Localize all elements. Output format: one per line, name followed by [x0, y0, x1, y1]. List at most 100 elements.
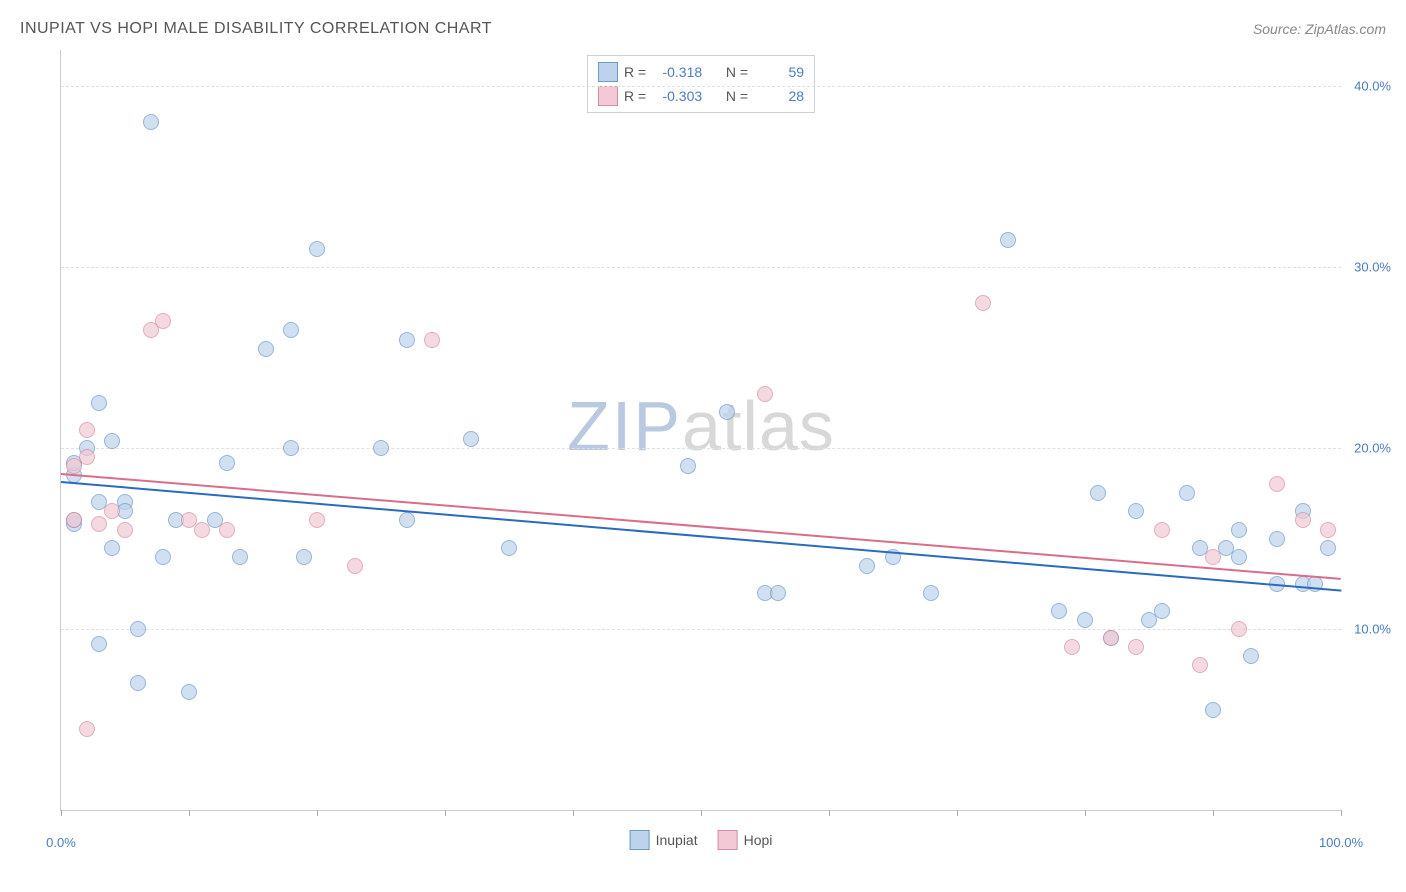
scatter-point — [859, 558, 875, 574]
plot-area: ZIPatlas R =-0.318 N =59R =-0.303 N =28 … — [60, 50, 1341, 811]
scatter-point — [91, 395, 107, 411]
scatter-point — [79, 449, 95, 465]
legend-swatch — [598, 86, 618, 106]
scatter-point — [680, 458, 696, 474]
scatter-point — [1051, 603, 1067, 619]
scatter-point — [181, 684, 197, 700]
scatter-point — [424, 332, 440, 348]
scatter-point — [1154, 603, 1170, 619]
y-tick-label: 20.0% — [1346, 441, 1391, 456]
scatter-point — [155, 549, 171, 565]
scatter-point — [463, 431, 479, 447]
trend-line — [61, 473, 1341, 580]
scatter-point — [1179, 485, 1195, 501]
scatter-point — [155, 313, 171, 329]
x-tick-label: 0.0% — [46, 835, 76, 850]
scatter-point — [309, 241, 325, 257]
legend-series-label: Inupiat — [656, 832, 698, 848]
x-tick-label: 100.0% — [1319, 835, 1363, 850]
scatter-point — [1320, 540, 1336, 556]
scatter-point — [296, 549, 312, 565]
x-tick — [1213, 810, 1214, 816]
scatter-point — [501, 540, 517, 556]
y-tick-label: 10.0% — [1346, 622, 1391, 637]
scatter-point — [309, 512, 325, 528]
scatter-point — [219, 455, 235, 471]
scatter-point — [117, 522, 133, 538]
x-tick — [61, 810, 62, 816]
y-tick-label: 40.0% — [1346, 79, 1391, 94]
scatter-point — [1154, 522, 1170, 538]
legend-R-label: R = — [624, 88, 646, 104]
scatter-point — [1231, 549, 1247, 565]
scatter-point — [1090, 485, 1106, 501]
scatter-point — [104, 540, 120, 556]
x-tick — [829, 810, 830, 816]
legend-series-item: Inupiat — [630, 830, 698, 850]
legend-series-label: Hopi — [744, 832, 773, 848]
scatter-point — [719, 404, 735, 420]
gridline — [61, 267, 1341, 268]
legend-stats-row: R =-0.303 N =28 — [598, 84, 804, 108]
scatter-point — [79, 721, 95, 737]
x-tick — [957, 810, 958, 816]
x-tick — [1085, 810, 1086, 816]
scatter-point — [923, 585, 939, 601]
legend-swatch — [598, 62, 618, 82]
scatter-point — [1243, 648, 1259, 664]
watermark-zip: ZIP — [567, 387, 682, 465]
scatter-point — [399, 512, 415, 528]
scatter-point — [1320, 522, 1336, 538]
scatter-point — [373, 440, 389, 456]
scatter-point — [66, 512, 82, 528]
legend-N-value: 59 — [754, 64, 804, 80]
scatter-point — [91, 636, 107, 652]
scatter-point — [130, 675, 146, 691]
scatter-point — [79, 422, 95, 438]
scatter-point — [1077, 612, 1093, 628]
scatter-point — [283, 322, 299, 338]
source-attribution: Source: ZipAtlas.com — [1253, 21, 1386, 37]
y-tick-label: 30.0% — [1346, 260, 1391, 275]
legend-N-label: N = — [726, 88, 748, 104]
x-tick — [317, 810, 318, 816]
legend-stats-box: R =-0.318 N =59R =-0.303 N =28 — [587, 55, 815, 113]
scatter-point — [130, 621, 146, 637]
scatter-point — [1269, 476, 1285, 492]
scatter-point — [399, 332, 415, 348]
scatter-point — [1103, 630, 1119, 646]
scatter-point — [194, 522, 210, 538]
x-tick — [189, 810, 190, 816]
chart-container: Male Disability ZIPatlas R =-0.318 N =59… — [60, 50, 1380, 830]
scatter-point — [1231, 522, 1247, 538]
trend-line — [61, 481, 1341, 592]
watermark: ZIPatlas — [567, 386, 835, 466]
x-tick — [701, 810, 702, 816]
legend-N-label: N = — [726, 64, 748, 80]
legend-N-value: 28 — [754, 88, 804, 104]
scatter-point — [1269, 531, 1285, 547]
chart-title: INUPIAT VS HOPI MALE DISABILITY CORRELAT… — [20, 20, 492, 38]
scatter-point — [757, 386, 773, 402]
legend-R-value: -0.318 — [652, 64, 702, 80]
gridline — [61, 448, 1341, 449]
scatter-point — [104, 433, 120, 449]
scatter-point — [219, 522, 235, 538]
scatter-point — [143, 114, 159, 130]
scatter-point — [1192, 657, 1208, 673]
gridline — [61, 86, 1341, 87]
legend-swatch — [718, 830, 738, 850]
scatter-point — [1128, 503, 1144, 519]
scatter-point — [1064, 639, 1080, 655]
scatter-point — [1231, 621, 1247, 637]
scatter-point — [1000, 232, 1016, 248]
x-tick — [573, 810, 574, 816]
scatter-point — [283, 440, 299, 456]
gridline — [61, 629, 1341, 630]
scatter-point — [770, 585, 786, 601]
scatter-point — [232, 549, 248, 565]
legend-stats-row: R =-0.318 N =59 — [598, 60, 804, 84]
scatter-point — [975, 295, 991, 311]
legend-series-item: Hopi — [718, 830, 773, 850]
scatter-point — [1295, 512, 1311, 528]
